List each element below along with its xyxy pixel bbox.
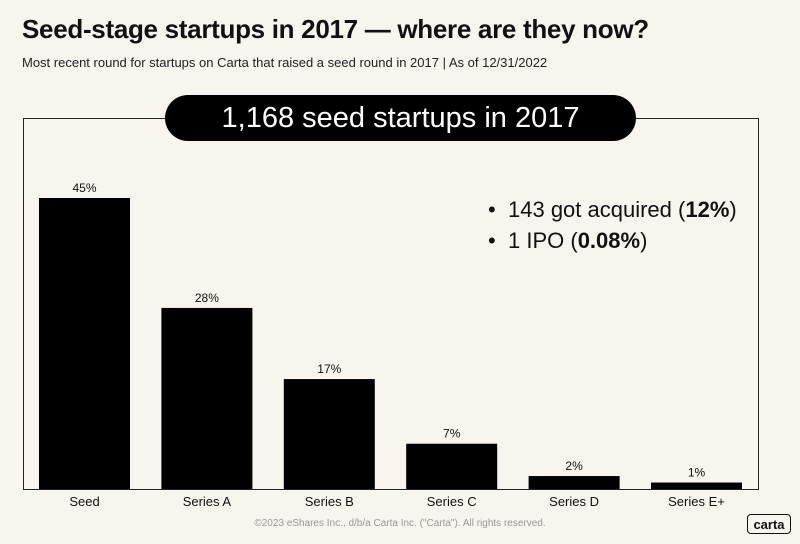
x-tick-label: Series D xyxy=(549,494,599,509)
copyright-footer: ©2023 eShares Inc., d/b/a Carta Inc. ("C… xyxy=(254,518,546,529)
chart-title: Seed-stage startups in 2017 — where are … xyxy=(22,14,649,44)
bar-seed xyxy=(39,198,130,489)
callout-acquired-suffix: ) xyxy=(729,197,737,222)
callout-ipo-value: 0.08% xyxy=(577,228,641,253)
bar-value-label: 7% xyxy=(443,427,461,441)
chart-subtitle: Most recent round for startups on Carta … xyxy=(22,55,548,70)
callout-acquired-text: 143 got acquired ( xyxy=(508,197,686,222)
bar-series-e xyxy=(651,482,742,489)
bar-value-label: 2% xyxy=(565,459,583,473)
bar-series-a xyxy=(161,307,253,489)
callout-list: 143 got acquired (12%) 1 IPO (0.08%) xyxy=(488,194,737,256)
x-tick-label: Series B xyxy=(305,494,354,509)
bar-value-label: 17% xyxy=(317,362,341,376)
callout-ipo-text: 1 IPO ( xyxy=(508,228,578,253)
x-tick-label: Series C xyxy=(427,494,477,509)
callout-acquired-value: 12% xyxy=(685,197,730,222)
bar-series-c xyxy=(406,443,498,489)
bar-value-label: 28% xyxy=(195,291,219,305)
callout-ipo-suffix: ) xyxy=(640,228,648,253)
bar-value-label: 1% xyxy=(688,466,706,480)
x-tick-label: Series A xyxy=(183,494,232,509)
bar-series-d xyxy=(528,476,620,489)
x-tick-label: Seed xyxy=(69,494,99,509)
carta-logo: carta xyxy=(747,514,791,534)
bar-value-label: 45% xyxy=(72,181,96,195)
callout-ipo: 1 IPO (0.08%) xyxy=(488,225,737,256)
total-banner-text: 1,168 seed startups in 2017 xyxy=(221,101,580,134)
bar-series-b xyxy=(283,379,375,489)
total-banner: 1,168 seed startups in 2017 xyxy=(165,95,636,141)
callout-acquired: 143 got acquired (12%) xyxy=(488,194,737,225)
x-tick-label: Series E+ xyxy=(668,494,725,509)
